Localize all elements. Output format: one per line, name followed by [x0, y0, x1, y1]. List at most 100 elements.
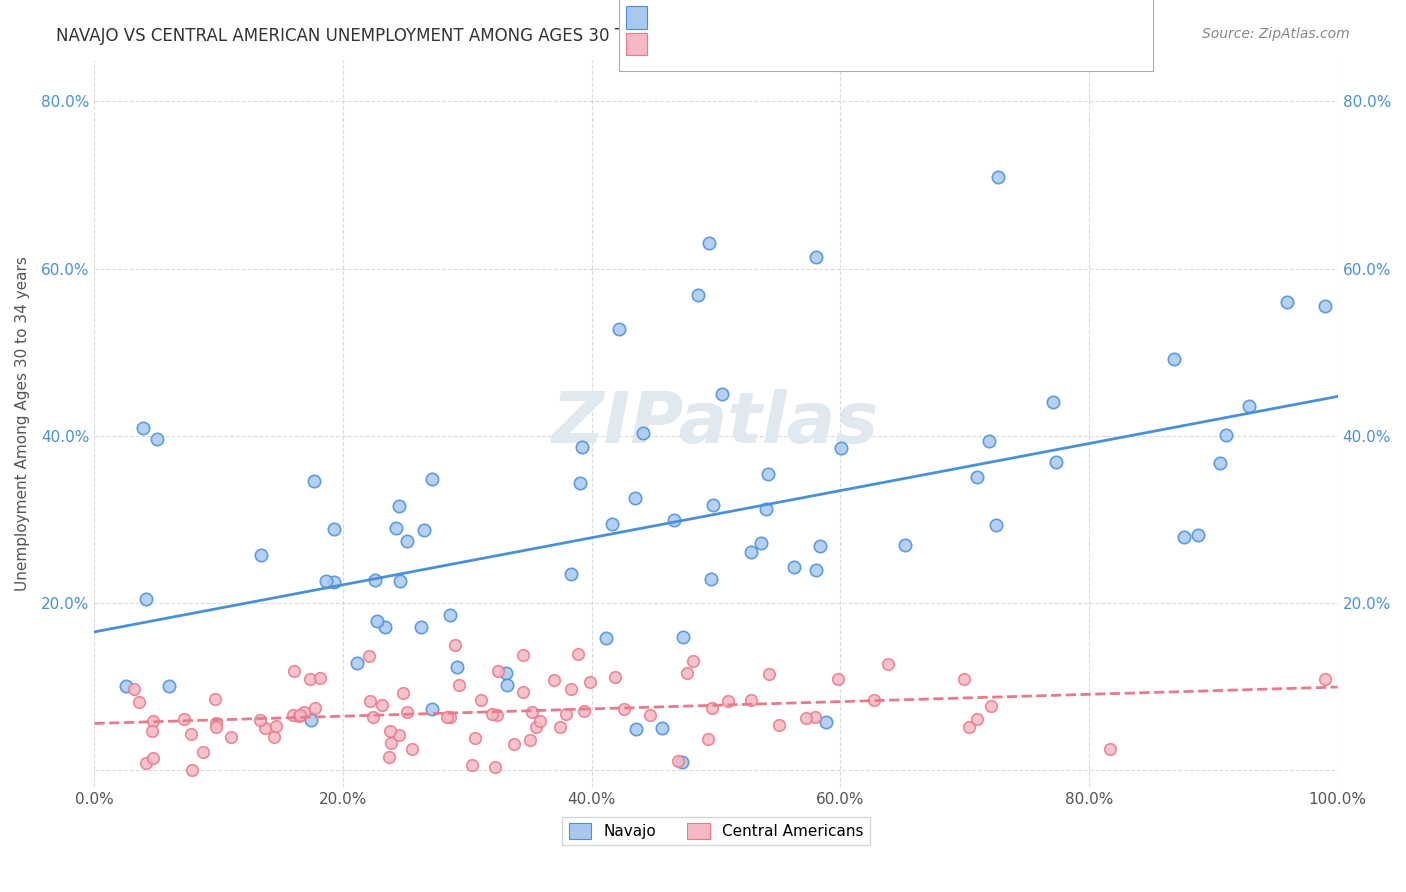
Text: R =  0.167   N = 85: R = 0.167 N = 85 [654, 36, 844, 54]
Point [288, 707, 311, 722]
Point [366, 614, 388, 628]
Point [484, 760, 506, 774]
Point [486, 665, 509, 679]
Point [529, 714, 551, 729]
Point [409, 620, 432, 634]
Point [894, 538, 917, 552]
Point [422, 473, 444, 487]
Point [624, 722, 647, 736]
Point [157, 679, 180, 693]
Point [357, 649, 380, 664]
Point [346, 657, 368, 671]
Point [392, 686, 415, 700]
Point [486, 707, 509, 722]
Point [122, 682, 145, 697]
Point [524, 719, 547, 733]
Point [571, 441, 593, 455]
Point [783, 560, 806, 574]
Point [676, 665, 699, 680]
Point [364, 573, 387, 587]
Point [439, 607, 461, 622]
Point [979, 434, 1001, 449]
Point [512, 648, 534, 663]
Point [543, 673, 565, 687]
Point [700, 572, 723, 586]
Point [984, 517, 1007, 532]
Point [263, 730, 285, 744]
Point [682, 654, 704, 668]
Point [987, 169, 1010, 184]
Point [361, 710, 384, 724]
Point [702, 498, 724, 512]
Point [830, 441, 852, 455]
Point [806, 563, 828, 577]
Point [700, 701, 723, 715]
Point [1098, 741, 1121, 756]
Point [717, 694, 740, 708]
Point [638, 708, 661, 723]
Point [603, 670, 626, 684]
Point [672, 630, 695, 644]
Point [141, 723, 163, 738]
Point [1215, 428, 1237, 442]
Point [697, 731, 720, 746]
Point [205, 716, 228, 731]
Point [396, 705, 419, 719]
Point [579, 675, 602, 690]
Point [495, 666, 517, 681]
Point [1042, 395, 1064, 409]
Point [422, 702, 444, 716]
Point [204, 692, 226, 706]
Point [574, 704, 596, 718]
Point [264, 718, 287, 732]
Point [755, 501, 778, 516]
Point [548, 720, 571, 734]
Point [146, 433, 169, 447]
Point [1277, 294, 1299, 309]
Point [446, 660, 468, 674]
Point [304, 701, 326, 715]
Point [288, 709, 311, 723]
Point [600, 516, 623, 531]
Point [460, 758, 482, 772]
Point [384, 521, 406, 535]
Point [132, 421, 155, 435]
Point [315, 574, 337, 588]
Point [966, 469, 988, 483]
Point [180, 726, 202, 740]
Point [512, 685, 534, 699]
Point [1315, 299, 1337, 313]
Point [651, 721, 673, 735]
Point [631, 425, 654, 440]
Point [560, 567, 582, 582]
Point [253, 721, 276, 735]
Point [283, 664, 305, 678]
Point [555, 706, 578, 721]
Point [496, 678, 519, 692]
Point [413, 524, 436, 538]
Point [323, 574, 346, 589]
Text: Source: ZipAtlas.com: Source: ZipAtlas.com [1202, 27, 1350, 41]
Point [827, 672, 849, 686]
Point [1173, 530, 1195, 544]
Point [794, 711, 817, 725]
Point [302, 474, 325, 488]
Point [569, 476, 592, 491]
Point [1045, 455, 1067, 469]
Point [299, 713, 322, 727]
Point [740, 693, 762, 707]
Y-axis label: Unemployment Among Ages 30 to 34 years: Unemployment Among Ages 30 to 34 years [15, 256, 30, 591]
Point [439, 710, 461, 724]
Point [519, 732, 541, 747]
Point [862, 692, 884, 706]
Point [804, 710, 827, 724]
Point [173, 712, 195, 726]
Point [281, 708, 304, 723]
Point [191, 746, 214, 760]
Point [142, 751, 165, 765]
Point [758, 667, 780, 681]
Point [292, 705, 315, 719]
Point [662, 513, 685, 527]
Point [671, 755, 693, 769]
Point [1315, 672, 1337, 686]
